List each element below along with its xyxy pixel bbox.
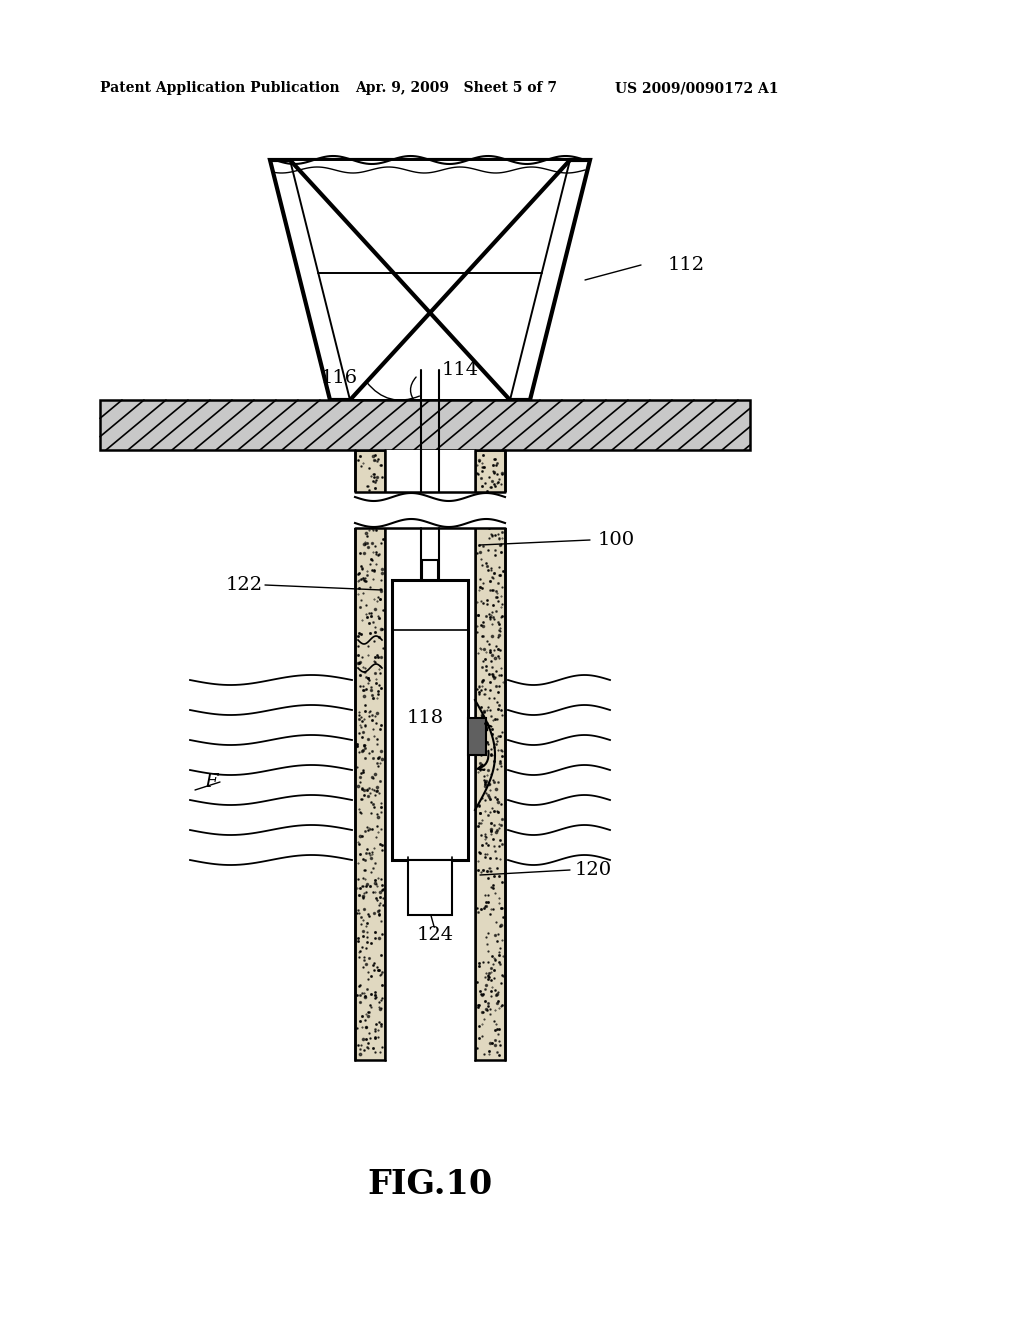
Polygon shape <box>475 450 505 1060</box>
Polygon shape <box>422 560 438 579</box>
Text: 114: 114 <box>442 360 479 379</box>
Text: 112: 112 <box>668 256 706 275</box>
Polygon shape <box>270 160 590 400</box>
Polygon shape <box>392 579 468 861</box>
Polygon shape <box>290 160 570 400</box>
Text: Patent Application Publication: Patent Application Publication <box>100 81 340 95</box>
Polygon shape <box>385 450 475 1060</box>
Text: 124: 124 <box>417 927 454 944</box>
Polygon shape <box>100 400 750 450</box>
Text: 120: 120 <box>575 861 612 879</box>
Polygon shape <box>468 718 486 755</box>
Text: US 2009/0090172 A1: US 2009/0090172 A1 <box>615 81 778 95</box>
Text: 118: 118 <box>407 709 443 727</box>
Text: 116: 116 <box>321 370 358 387</box>
Polygon shape <box>352 492 508 528</box>
Text: FIG.10: FIG.10 <box>368 1168 493 1201</box>
Text: 100: 100 <box>598 531 635 549</box>
Text: F: F <box>205 774 218 791</box>
Text: Apr. 9, 2009   Sheet 5 of 7: Apr. 9, 2009 Sheet 5 of 7 <box>355 81 557 95</box>
Text: 122: 122 <box>226 576 263 594</box>
Polygon shape <box>355 450 385 1060</box>
Polygon shape <box>408 861 452 915</box>
